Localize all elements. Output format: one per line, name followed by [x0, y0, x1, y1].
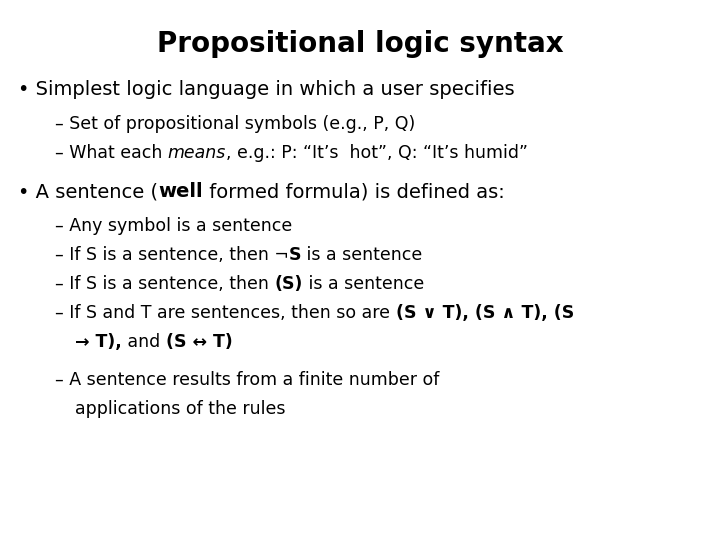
Text: – If S is a sentence, then: – If S is a sentence, then [55, 275, 274, 293]
Text: – If S is a sentence, then ¬: – If S is a sentence, then ¬ [55, 246, 289, 264]
Text: – Any symbol is a sentence: – Any symbol is a sentence [55, 217, 292, 235]
Text: → T),: → T), [75, 333, 122, 351]
Text: – Set of propositional symbols (e.g., P, Q): – Set of propositional symbols (e.g., P,… [55, 115, 415, 133]
Text: – A sentence results from a finite number of: – A sentence results from a finite numbe… [55, 371, 439, 389]
Text: , e.g.: P: “It’s  hot”, Q: “It’s humid”: , e.g.: P: “It’s hot”, Q: “It’s humid” [226, 144, 528, 162]
Text: means: means [168, 144, 226, 162]
Text: S: S [289, 246, 302, 264]
Text: (S ∨ T), (S ∧ T), (S: (S ∨ T), (S ∧ T), (S [395, 304, 574, 322]
Text: Propositional logic syntax: Propositional logic syntax [157, 30, 563, 58]
Text: applications of the rules: applications of the rules [75, 400, 286, 418]
Text: and: and [122, 333, 166, 351]
Text: (S): (S) [274, 275, 302, 293]
Text: formed formula) is defined as:: formed formula) is defined as: [202, 182, 505, 201]
Text: – If S and T are sentences, then so are: – If S and T are sentences, then so are [55, 304, 395, 322]
Text: (S ↔ T): (S ↔ T) [166, 333, 233, 351]
Text: • A sentence (: • A sentence ( [18, 182, 158, 201]
Text: is a sentence: is a sentence [302, 275, 424, 293]
Text: well: well [158, 182, 202, 201]
Text: is a sentence: is a sentence [302, 246, 423, 264]
Text: – What each: – What each [55, 144, 168, 162]
Text: • Simplest logic language in which a user specifies: • Simplest logic language in which a use… [18, 80, 515, 99]
